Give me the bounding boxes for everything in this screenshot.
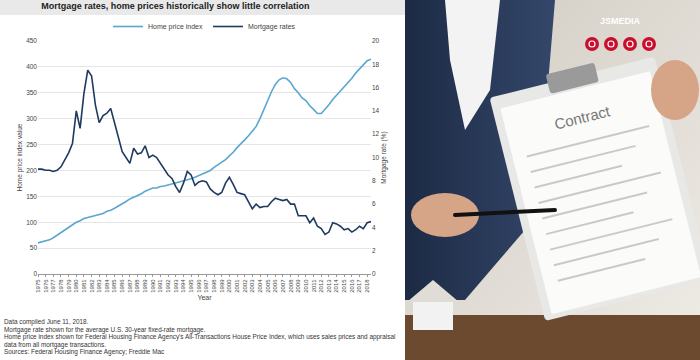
svg-text:1997: 1997 [203,279,209,293]
svg-text:2017: 2017 [356,279,362,293]
html-text:Mortgage rate shown for the av: Mortgage rate shown for the average U.S.… [4,325,206,333]
svg-text:1985: 1985 [112,279,118,293]
svg-text:Mortgage rates, home prices hi: Mortgage rates, home prices historically… [41,1,309,11]
svg-text:2012: 2012 [318,279,324,293]
svg-text:1991: 1991 [157,279,163,293]
svg-text:Mortgage rate (%): Mortgage rate (%) [380,131,388,183]
svg-text:1979: 1979 [66,279,72,293]
svg-text:Mortgage rates: Mortgage rates [248,23,296,31]
svg-text:1989: 1989 [142,279,148,293]
svg-text:16: 16 [372,84,380,91]
svg-text:2016: 2016 [349,279,355,293]
svg-text:2004: 2004 [257,279,263,293]
svg-text:4: 4 [372,224,376,231]
svg-text:400: 400 [26,63,37,70]
svg-text:1986: 1986 [119,279,125,293]
svg-text:2007: 2007 [280,279,286,293]
svg-text:450: 450 [26,37,37,44]
svg-text:0: 0 [372,270,376,277]
svg-text:1999: 1999 [219,279,225,293]
svg-text:1976: 1976 [43,279,49,293]
svg-text:2013: 2013 [326,279,332,293]
svg-text:2003: 2003 [249,279,255,293]
svg-text:200: 200 [26,167,37,174]
html-text:Sources: Federal Housing Finan: Sources: Federal Housing Finance Agency;… [4,348,165,356]
svg-text:2008: 2008 [288,279,294,293]
svg-text:18: 18 [372,61,380,68]
svg-text:2001: 2001 [234,279,240,293]
svg-text:2005: 2005 [265,279,271,293]
svg-text:2010: 2010 [303,279,309,293]
svg-text:350: 350 [26,89,37,96]
svg-text:2000: 2000 [226,279,232,293]
svg-text:2002: 2002 [242,279,248,293]
svg-text:1995: 1995 [188,279,194,293]
svg-text:1977: 1977 [50,279,56,293]
svg-text:100: 100 [26,218,37,225]
svg-text:0: 0 [33,270,37,277]
svg-text:8: 8 [372,177,376,184]
svg-text:2018: 2018 [364,279,370,293]
svg-text:2009: 2009 [295,279,301,293]
html-text:Data compiled June 11, 2018.: Data compiled June 11, 2018. [4,318,89,325]
svg-text:Home price index: Home price index [148,23,203,31]
svg-text:2: 2 [372,247,376,254]
svg-text:250: 250 [26,141,37,148]
svg-text:Contract: Contract [553,102,613,132]
html-text:Home price index shown for Fed: Home price index shown for Federal Housi… [4,333,396,348]
svg-text:150: 150 [26,193,37,200]
svg-text:1996: 1996 [196,279,202,293]
svg-text:1992: 1992 [165,279,171,293]
svg-text:10: 10 [372,154,380,161]
svg-text:2015: 2015 [341,279,347,293]
svg-text:1978: 1978 [58,279,64,293]
svg-text:JSMEDIA: JSMEDIA [600,16,641,26]
svg-text:50: 50 [30,244,38,251]
svg-text:20: 20 [372,37,380,44]
svg-text:2014: 2014 [334,279,340,293]
svg-text:12: 12 [372,130,380,137]
svg-text:1998: 1998 [211,279,217,293]
svg-text:1988: 1988 [134,279,140,293]
svg-text:1981: 1981 [81,279,87,293]
svg-text:1994: 1994 [180,279,186,293]
svg-text:1993: 1993 [173,279,179,293]
svg-text:1980: 1980 [73,279,79,293]
svg-text:6: 6 [372,200,376,207]
svg-text:300: 300 [26,115,37,122]
svg-text:Home price index value: Home price index value [16,123,24,191]
svg-text:1975: 1975 [35,279,41,293]
svg-text:14: 14 [372,107,380,114]
svg-text:1990: 1990 [150,279,156,293]
svg-text:1987: 1987 [127,279,133,293]
svg-text:2011: 2011 [311,279,317,293]
svg-text:2006: 2006 [272,279,278,293]
svg-text:1982: 1982 [89,279,95,293]
svg-text:Year: Year [197,294,212,301]
svg-text:1983: 1983 [96,279,102,293]
svg-text:1984: 1984 [104,279,110,293]
